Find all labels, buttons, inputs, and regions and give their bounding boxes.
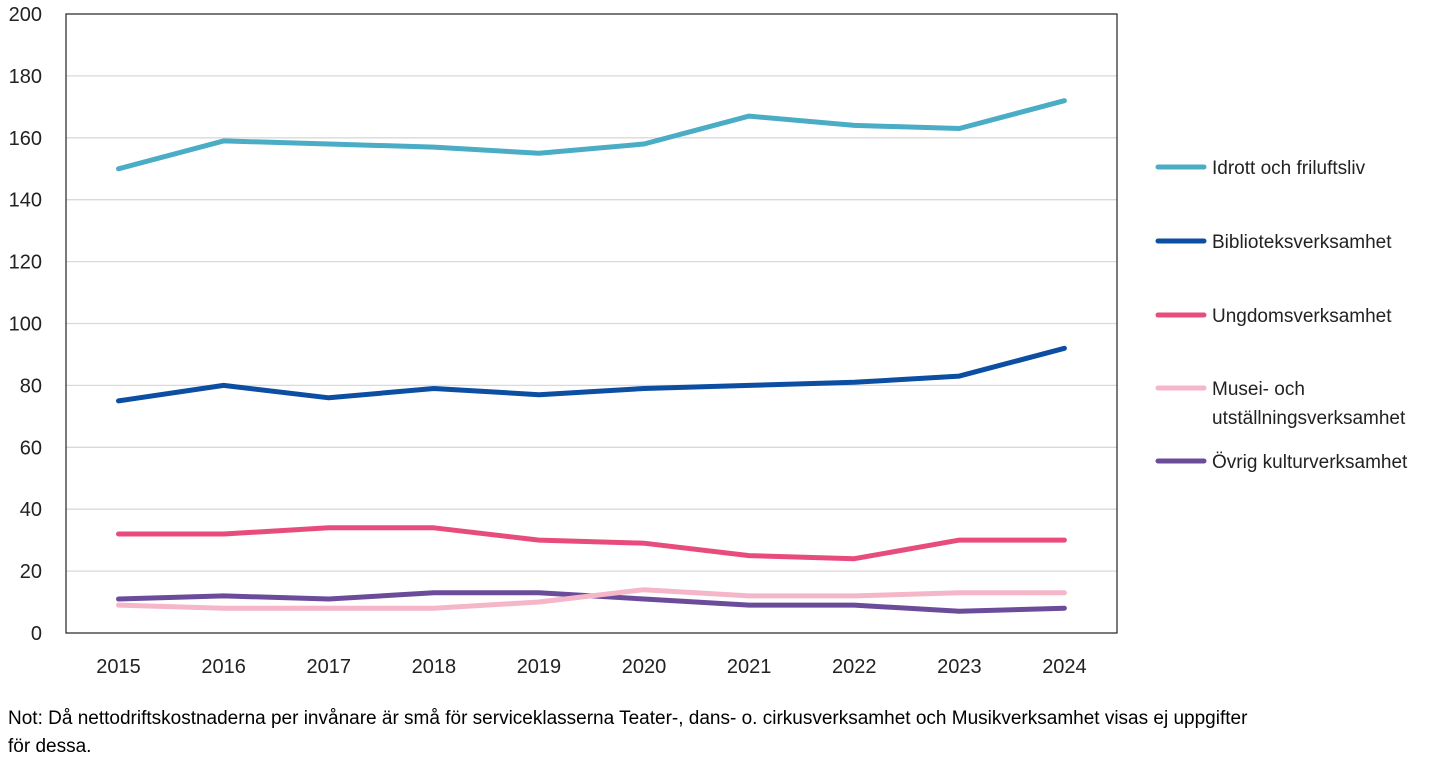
x-tick-label: 2018 (412, 656, 457, 678)
legend-label: Övrig kulturverksamhet (1212, 452, 1408, 473)
x-tick-label: 2020 (622, 656, 667, 678)
series-line (116, 525, 1067, 562)
x-tick-label: 2024 (1042, 656, 1087, 678)
chart-note: Not: Då nettodriftskostnaderna per invån… (8, 708, 1248, 757)
x-tick-label: 2017 (307, 656, 352, 678)
x-tick-label: 2023 (937, 656, 982, 678)
y-tick-label: 140 (9, 190, 42, 212)
y-tick-label: 40 (20, 499, 42, 521)
y-tick-label: 0 (31, 623, 42, 645)
series-line (116, 587, 1067, 611)
y-tick-label: 200 (9, 4, 42, 26)
y-tick-label: 180 (9, 66, 42, 88)
x-tick-label: 2016 (201, 656, 246, 678)
y-tick-label: 100 (9, 314, 42, 336)
x-tick-label: 2021 (727, 656, 772, 678)
legend-label: Ungdomsverksamhet (1212, 306, 1392, 327)
chart-svg: 0 20 40 60 80 100 120 140 160 180 200 2015 2016 2017 2… (9, 4, 1408, 678)
x-tick-label: 2022 (832, 656, 877, 678)
y-tick-label: 160 (9, 128, 42, 150)
line-chart: 0 20 40 60 80 100 120 140 160 180 200 2015 2016 2017 2… (9, 4, 1408, 678)
plot-border (65, 13, 1118, 634)
legend-label: Biblioteksverksamhet (1212, 232, 1392, 253)
legend-label: Idrott och friluftsliv (1212, 158, 1366, 179)
y-tick-label: 20 (20, 561, 42, 583)
legend-label: Musei- och utställningsverksamhet (1212, 379, 1406, 429)
x-tick-label: 2019 (517, 656, 562, 678)
series-line (116, 345, 1067, 404)
y-tick-label: 60 (20, 437, 42, 459)
y-tick-label: 80 (20, 375, 42, 397)
x-tick-label: 2015 (96, 656, 141, 678)
y-tick-label: 120 (9, 252, 42, 274)
series-line (116, 98, 1067, 172)
